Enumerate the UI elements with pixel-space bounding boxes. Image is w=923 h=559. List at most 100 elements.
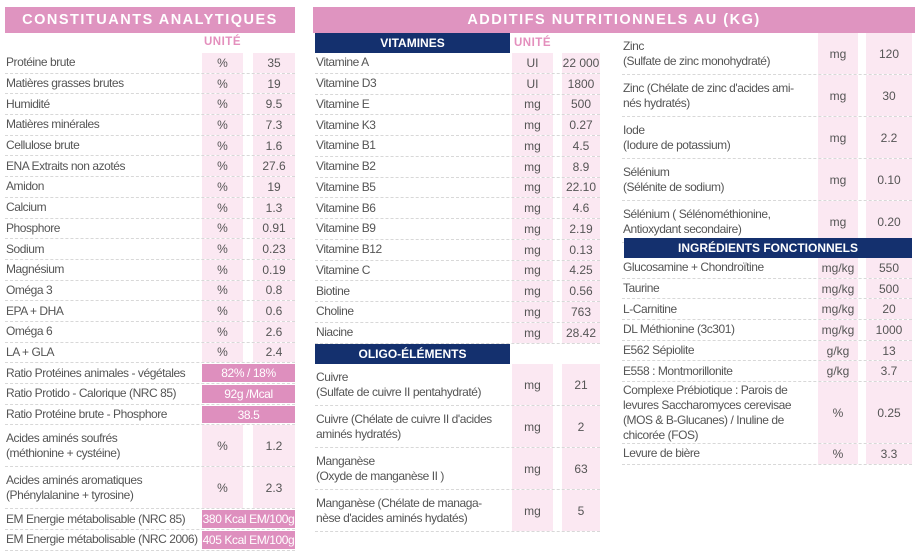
row-label: Cuivre (Chélate de cuivre II d'acides am… — [316, 411, 492, 441]
table-row: E562 Sépiolite g/kg 13 — [622, 340, 912, 362]
row-unit: mg — [818, 33, 858, 74]
row-unit: mg — [512, 136, 553, 156]
row-label: Calcium — [6, 200, 47, 215]
table-row: Vitamine D3 UI 1800 — [315, 73, 600, 95]
row-label: Vitamine A — [316, 55, 369, 70]
row-unit: % — [202, 94, 243, 115]
table-row: EM Energie métabolisable (NRC 2006) 405 K… — [5, 530, 295, 551]
table-row: Acides aminés aromatiques (Phénylalanine… — [5, 467, 295, 510]
row-unit: % — [202, 239, 243, 259]
additifs-header: ADDITIFS NUTRITIONNELS AU (KG) — [313, 7, 915, 33]
vitamines-table: Vitamine A UI 22 000 Vitamine D3 UI 1800 Vitam… — [315, 53, 600, 344]
row-unit: mg — [512, 406, 553, 447]
oligo-table: Cuivre (Sulfate de cuivre II pentahydrat… — [315, 364, 600, 532]
table-row: Choline mg 763 — [315, 302, 600, 323]
table-row: Oméga 6% 2.6 — [5, 321, 295, 343]
row-value: 2.2 — [866, 117, 912, 158]
table-row: Zinc (Sulfate de zinc monohydraté) mg 120 — [622, 33, 912, 75]
row-label: Sodium — [6, 241, 44, 256]
row-unit: mg/kg — [818, 320, 858, 340]
row-label: Oméga 6 — [6, 324, 53, 339]
row-value: 30 — [866, 75, 912, 116]
table-row: Cuivre (Chélate de cuivre II d'acides am… — [315, 406, 600, 448]
row-label: Glucosamine + Chondroïtine — [623, 260, 764, 275]
table-row: Magnésium% 0.19 — [5, 259, 295, 281]
row-value: 19 — [253, 73, 295, 94]
row-value: 120 — [866, 33, 912, 74]
table-row: Matières grasses brutes% 19 — [5, 73, 295, 95]
unit-header: UNITÉ — [204, 36, 241, 48]
row-label: Vitamine B6 — [316, 200, 376, 215]
row-value: 0.56 — [562, 281, 600, 301]
row-unit: % — [202, 321, 243, 342]
row-value: 500 — [562, 94, 600, 115]
row-label: Magnésium — [6, 262, 64, 277]
row-unit: mg — [818, 117, 858, 158]
row-value: 28.42 — [562, 322, 600, 343]
row-label: Protéine brute — [6, 55, 76, 70]
table-row: Ratio Protido - Calorique (NRC 85) 92g /M… — [5, 384, 295, 405]
row-unit: mg — [512, 198, 553, 218]
table-row: Humidité% 9.5 — [5, 94, 295, 116]
row-label: Vitamine C — [316, 262, 370, 277]
row-value: 500 — [866, 278, 912, 299]
row-unit: g/kg — [818, 340, 858, 361]
table-row: Ratio Protéines animales - végétales 82% … — [5, 363, 295, 384]
row-label: Ratio Protéine brute - Phosphore — [6, 407, 168, 422]
row-label: Vitamine B9 — [316, 221, 376, 236]
row-label: Ratio Protido - Calorique (NRC 85) — [6, 386, 177, 401]
row-unit: mg — [512, 302, 553, 322]
row-unit: mg — [512, 448, 553, 489]
row-label: L-Carnitine — [623, 301, 677, 316]
table-row: Sélénium (Sélénite de sodium) mg 0.10 — [622, 159, 912, 201]
table-row: Matières minérales% 7.3 — [5, 115, 295, 136]
row-unit: % — [202, 342, 243, 363]
row-value: 3.7 — [866, 361, 912, 382]
table-row: Sodium% 0.23 — [5, 239, 295, 260]
row-unit: mg — [512, 219, 553, 239]
row-unit: mg — [818, 201, 858, 242]
vitamines-header: VITAMINES — [315, 33, 510, 53]
row-value: 4.5 — [562, 136, 600, 156]
row-value: 2.6 — [253, 321, 295, 342]
row-label: Vitamine B5 — [316, 179, 376, 194]
row-label: Matières grasses brutes — [6, 76, 124, 91]
row-label: Acides aminés soufrés (méthionine + cyst… — [6, 430, 121, 460]
row-value: 0.8 — [253, 280, 295, 301]
row-unit: mg — [512, 364, 553, 405]
row-label: Vitamine B12 — [316, 242, 382, 257]
table-row: Vitamine B9 mg 2.19 — [315, 219, 600, 240]
row-unit: % — [202, 73, 243, 94]
table-row: Calcium% 1.3 — [5, 197, 295, 219]
table-row: E558 : Montmorillonite g/kg 3.7 — [622, 361, 912, 383]
row-label: EM Energie métabolisable (NRC 85) — [6, 511, 186, 526]
row-label: Cellulose brute — [6, 138, 80, 153]
row-unit: UI — [512, 53, 553, 73]
row-unit: % — [818, 444, 858, 464]
row-value: 0.13 — [562, 239, 600, 260]
row-label: Sélénium (Sélénite de sodium) — [623, 164, 725, 194]
constituants-table: Protéine brute% 35 Matières grasses brutes… — [5, 53, 295, 551]
row-value: 2 — [562, 406, 600, 447]
row-unit: % — [202, 259, 243, 280]
row-value: 763 — [562, 302, 600, 322]
row-value: 1.6 — [253, 135, 295, 156]
row-unit: % — [202, 301, 243, 321]
row-unit: mg — [512, 239, 553, 260]
row-label: EPA + DHA — [6, 303, 64, 318]
oligo-header: OLIGO-ÉLÉMENTS — [315, 344, 510, 364]
unit-header: UNITÉ — [514, 37, 551, 49]
table-row: Biotine mg 0.56 — [315, 281, 600, 302]
row-value: 0.91 — [253, 218, 295, 239]
row-highlight-value: 405 Kcal EM/100g — [202, 531, 295, 549]
row-value: 22.10 — [562, 177, 600, 198]
row-unit: % — [202, 177, 243, 197]
row-label: Acides aminés aromatiques (Phénylalanine… — [6, 472, 143, 502]
table-row: Complexe Prébiotique : Parois de levures… — [622, 382, 912, 445]
row-value: 1000 — [866, 320, 912, 340]
table-row: LA + GLA% 2.4 — [5, 342, 295, 364]
row-label: Zinc (Chélate de zinc d'acides ami- nés … — [623, 80, 794, 110]
table-row: Zinc (Chélate de zinc d'acides ami- nés … — [622, 75, 912, 117]
row-label: Levure de bière — [623, 446, 700, 461]
table-row: Levure de bière% 3.3 — [622, 444, 912, 465]
